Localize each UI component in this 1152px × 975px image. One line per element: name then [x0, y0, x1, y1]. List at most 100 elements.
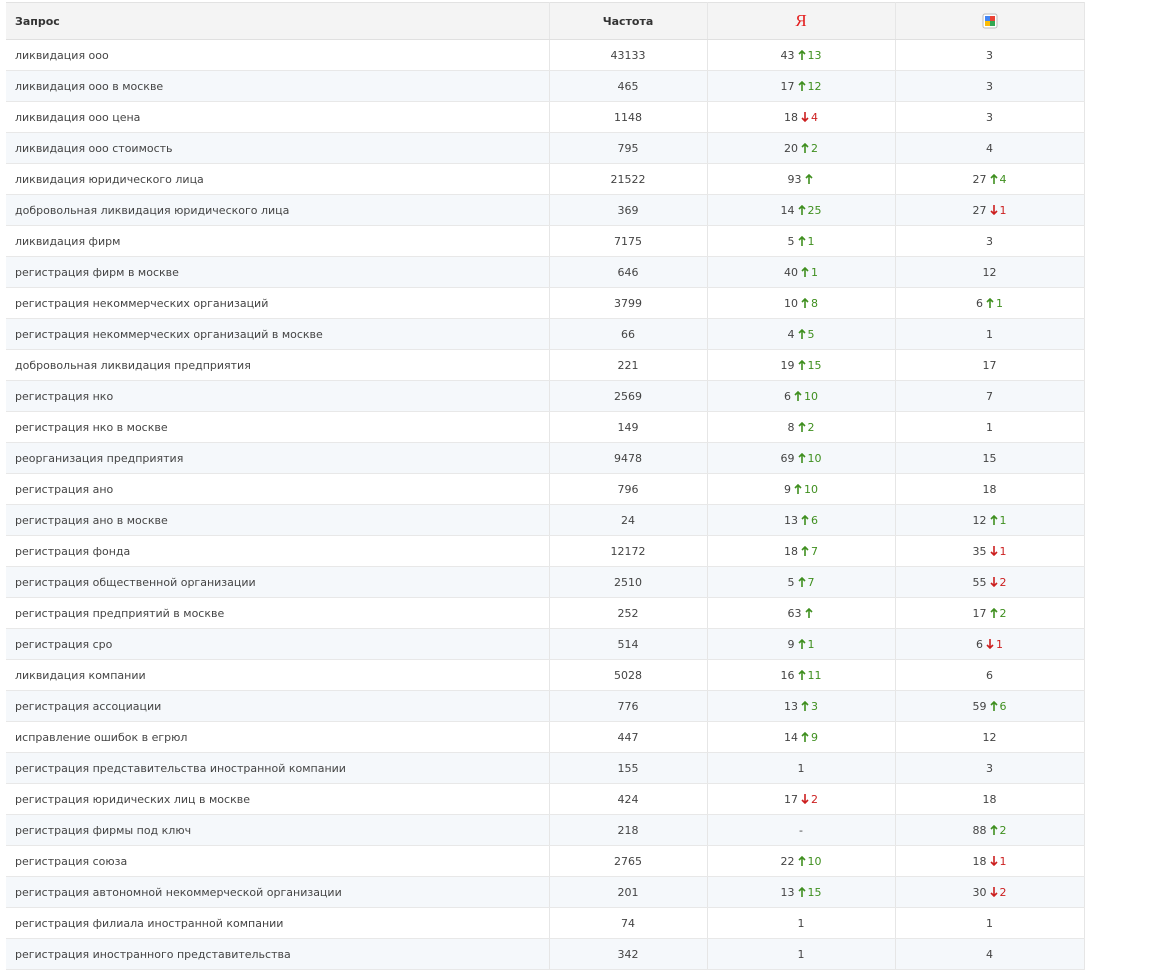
query-cell: регистрация юридических лиц в москве	[6, 783, 550, 815]
frequency-cell: 2510	[548, 566, 708, 598]
position-change: 3	[811, 699, 818, 713]
trend-arrow-up	[797, 855, 806, 866]
google-header[interactable]	[894, 2, 1085, 40]
position: 4	[986, 141, 993, 155]
yandex-header[interactable]: Я	[706, 2, 896, 40]
trend-arrow-up	[797, 328, 806, 339]
frequency-cell: 2765	[548, 845, 708, 877]
table-row: регистрация ано 796 9 10 18	[6, 473, 1085, 505]
trend-arrow-up	[794, 390, 802, 401]
position: 88	[972, 823, 987, 837]
table-row: ликвидация компании 5028 16 11 6	[6, 659, 1085, 691]
query-cell: регистрация предприятий в москве	[6, 597, 550, 629]
position: 30	[972, 885, 987, 899]
trend-arrow-down	[801, 111, 809, 122]
frequency-cell: 43133	[548, 39, 708, 71]
table-row: регистрация фирм в москве 646 40 1 12	[6, 256, 1085, 288]
google-position-cell: 1	[894, 907, 1085, 939]
yandex-position-cell: 40 1	[706, 256, 896, 288]
frequency-cell: 1148	[548, 101, 708, 133]
yandex-position-cell: 20 2	[706, 132, 896, 164]
query-cell: регистрация нко	[6, 380, 550, 412]
google-logo	[982, 13, 997, 29]
position-change: 12	[807, 79, 822, 93]
google-position-cell: 3	[894, 752, 1085, 784]
position-change: 10	[804, 482, 818, 496]
yandex-position-cell: 6 10	[706, 380, 896, 412]
query-cell: регистрация ассоциации	[6, 690, 550, 722]
position: 12	[982, 265, 997, 279]
position: 18	[972, 854, 987, 868]
query-header[interactable]: Запрос	[6, 2, 550, 40]
position-change: 1	[996, 296, 1003, 310]
trend-arrow-up	[797, 235, 806, 246]
table-row: добровольная ликвидация юридического лиц…	[6, 194, 1085, 226]
position-change: 2	[999, 575, 1007, 589]
yandex-position-cell: 18 7	[706, 535, 896, 567]
position: 3	[986, 48, 993, 62]
google-position-cell: 15	[894, 442, 1085, 474]
frequency-cell: 776	[548, 690, 708, 722]
query-cell: регистрация ано	[6, 473, 550, 505]
frequency-cell: 66	[548, 318, 708, 350]
trend-arrow-up	[797, 359, 806, 370]
frequency-cell: 221	[548, 349, 708, 381]
google-position-cell: 12 1	[894, 504, 1085, 536]
frequency-header[interactable]: Частота	[548, 2, 708, 40]
query-cell: регистрация иностранного представительст…	[6, 938, 550, 970]
query-cell: ликвидация ооо в москве	[6, 70, 550, 102]
frequency-cell: 149	[548, 411, 708, 443]
table-row: регистрация юридических лиц в москве 424 1…	[6, 783, 1085, 815]
position: 3	[986, 110, 993, 124]
position-change: 2	[999, 606, 1007, 620]
yandex-position-cell: 1	[706, 907, 896, 939]
query-cell: регистрация фирм в москве	[6, 256, 550, 288]
frequency-cell: 12172	[548, 535, 708, 567]
frequency-cell: 342	[548, 938, 708, 970]
trend-arrow-up	[797, 204, 806, 215]
trend-arrow-up	[989, 514, 998, 525]
position-change: 25	[807, 203, 822, 217]
trend-arrow-up	[986, 297, 994, 308]
trend-arrow-up	[804, 173, 813, 184]
query-cell: регистрация нко в москве	[6, 411, 550, 443]
google-position-cell: 3	[894, 70, 1085, 102]
position: 59	[972, 699, 987, 713]
google-position-cell: 12	[894, 256, 1085, 288]
position: 20	[784, 141, 798, 155]
table-row: регистрация нко в москве 149 8 2 1	[6, 411, 1085, 443]
frequency-cell: 7175	[548, 225, 708, 257]
google-position-cell: 55 2	[894, 566, 1085, 598]
position: 19	[780, 358, 795, 372]
table-row: ликвидация ооо в москве 465 17 12 3	[6, 70, 1085, 102]
google-position-cell: 88 2	[894, 814, 1085, 846]
trend-arrow-up	[801, 545, 809, 556]
position: 40	[784, 265, 798, 279]
position-change: 7	[807, 575, 815, 589]
table-row: регистрация филиала иностранной компании…	[6, 907, 1085, 939]
trend-arrow-up	[797, 421, 806, 432]
yandex-position-cell: -	[706, 814, 896, 846]
trend-arrow-up	[797, 49, 806, 60]
yandex-position-cell: 19 15	[706, 349, 896, 381]
table-row: регистрация нко 2569 6 10 7	[6, 380, 1085, 412]
google-position-cell: 6	[894, 659, 1085, 691]
yandex-position-cell: 22 10	[706, 845, 896, 877]
position: 15	[982, 451, 997, 465]
query-cell: добровольная ликвидация предприятия	[6, 349, 550, 381]
google-position-cell: 18 1	[894, 845, 1085, 877]
yandex-position-cell: 17 2	[706, 783, 896, 815]
trend-arrow-down	[989, 576, 998, 587]
position-change: 7	[811, 544, 818, 558]
google-position-cell: 18	[894, 783, 1085, 815]
trend-arrow-up	[797, 669, 806, 680]
trend-arrow-down	[801, 793, 809, 804]
query-cell: регистрация филиала иностранной компании	[6, 907, 550, 939]
table-row: регистрация общественной организации 2510…	[6, 566, 1085, 598]
position: 9	[784, 482, 791, 496]
query-cell: добровольная ликвидация юридического лиц…	[6, 194, 550, 226]
trend-arrow-up	[797, 886, 806, 897]
position-change: 5	[807, 327, 815, 341]
